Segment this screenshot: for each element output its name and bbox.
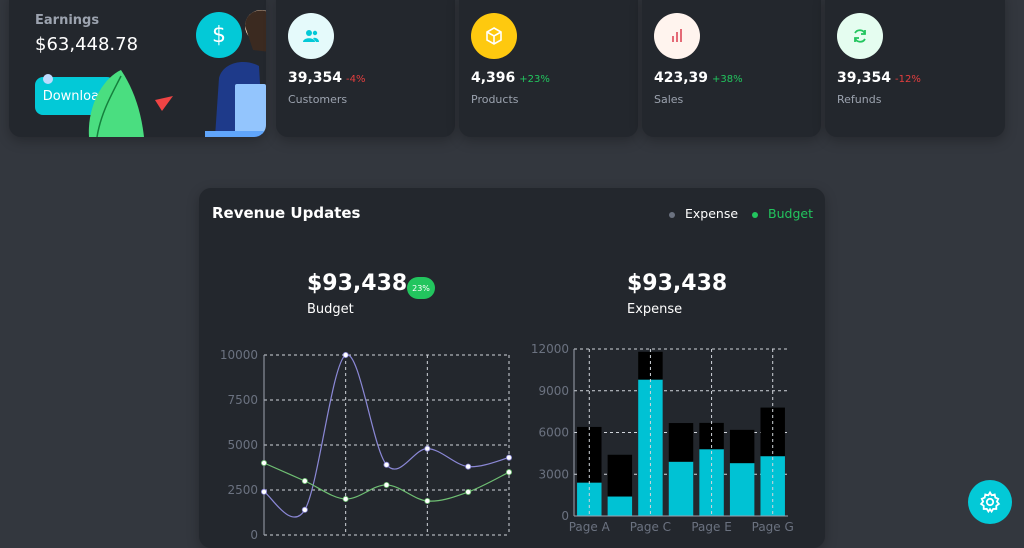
y-tick-label: 3000 [538,467,569,481]
customers-icon[interactable] [288,13,334,59]
data-point [505,469,512,476]
x-tick-label: Page G [752,520,794,534]
y-tick-label: 12000 [531,342,569,356]
y-tick-label: 6000 [538,426,569,440]
stat-label: Sales [654,93,684,106]
x-tick-label: Page E [691,520,731,534]
series-line [263,354,510,518]
stat-label: Products [471,93,519,106]
stat-value: 39,354 -4% [288,70,366,86]
expense-value: $93,438 [627,271,728,296]
bar-segment [668,461,694,516]
data-point [424,445,431,452]
bar-segment [607,454,633,497]
stat-change: +38% [712,74,743,85]
data-point [301,477,308,484]
bar-segment [729,463,755,516]
budget-label: Budget [307,302,354,317]
bar-chart-icon[interactable] [654,13,700,59]
data-point [301,506,308,513]
y-tick-label: 0 [250,528,258,542]
y-tick-label: 10000 [220,348,258,362]
data-point [383,461,390,468]
data-point [261,460,268,467]
download-button[interactable]: Download [35,77,115,115]
y-tick-label: 7500 [227,393,258,407]
expense-label: Expense [627,302,683,317]
stat-label: Refunds [837,93,882,106]
data-point [505,454,512,461]
stat-card-refunds: 39,354 -12% Refunds [825,0,1005,137]
settings-button[interactable] [968,480,1012,524]
stat-card-sales: 423,39 +38% Sales [642,0,821,137]
refresh-icon[interactable] [837,13,883,59]
earnings-label: Earnings [35,13,100,28]
stat-value: 423,39 +38% [654,70,743,86]
budget-value: $93,438 [307,271,408,296]
budget-line-chart: 10000 7500 5000 2500 0 [220,348,512,542]
x-tick-label: Page C [630,520,671,534]
y-tick-label: 2500 [227,483,258,497]
stat-change: -4% [346,74,366,85]
data-point [465,488,472,495]
data-point [342,495,349,502]
gear-icon [979,490,1001,514]
data-point [261,488,268,495]
budget-badge: 23% [407,277,435,299]
legend-expense[interactable]: Expense [668,206,738,221]
bar-segment [760,407,785,457]
x-tick-label: Page A [569,520,611,534]
earnings-value: $63,448.78 [35,34,139,55]
stat-value: 4,396 +23% [471,70,550,86]
revenue-legend: Expense Budget [668,206,813,221]
legend-budget[interactable]: Budget [752,206,813,221]
bar-segment [577,426,602,483]
bar-segment [607,496,633,516]
box-icon[interactable] [471,13,517,59]
bar-segment [668,423,694,462]
earnings-card: Earnings $63,448.78 $ Download [9,0,266,137]
dollar-icon[interactable]: $ [196,12,242,58]
y-tick-label: 5000 [227,438,258,452]
y-tick-label: 0 [561,509,569,523]
data-point [342,352,349,358]
bar-segment [729,429,755,464]
y-tick-label: 9000 [538,384,569,398]
stat-change: -12% [895,74,921,85]
data-point [383,481,390,488]
data-point [465,463,472,470]
stat-card-customers: 39,354 -4% Customers [276,0,455,137]
stat-value: 39,354 -12% [837,70,921,86]
stat-card-products: 4,396 +23% Products [459,0,638,137]
revenue-title: Revenue Updates [212,204,361,222]
stat-change: +23% [519,74,550,85]
data-point [424,497,431,504]
stat-label: Customers [288,93,348,106]
